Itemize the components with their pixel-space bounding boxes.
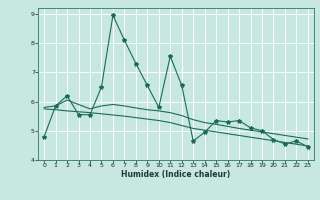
X-axis label: Humidex (Indice chaleur): Humidex (Indice chaleur)	[121, 170, 231, 179]
